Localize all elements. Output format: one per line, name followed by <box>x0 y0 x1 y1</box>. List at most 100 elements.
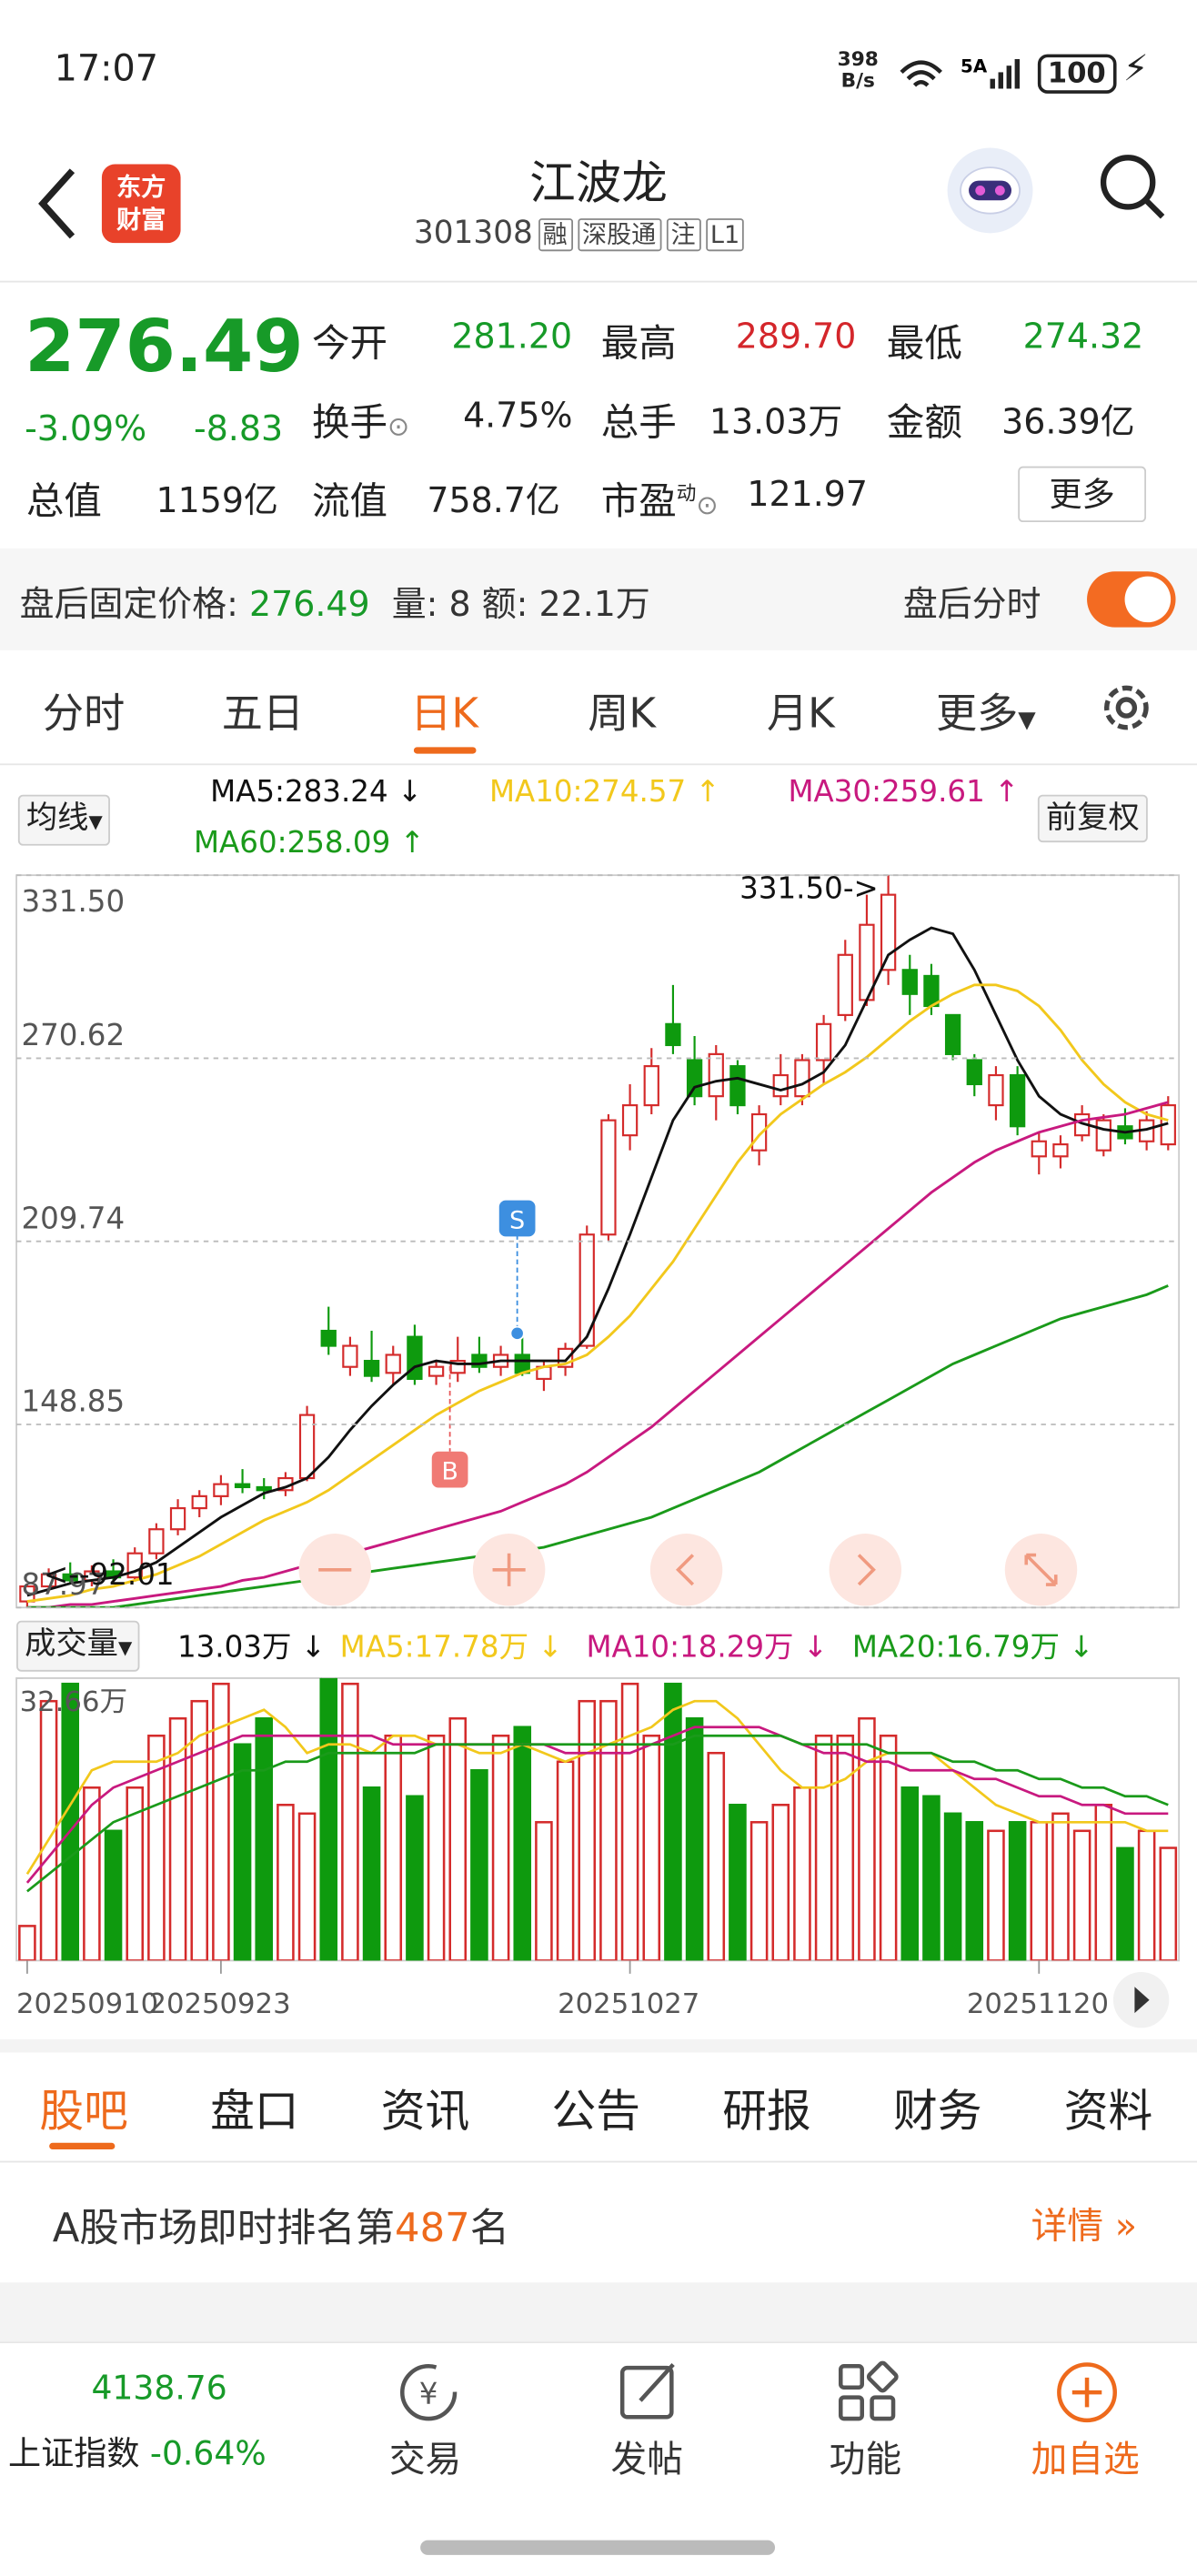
adjust-button[interactable]: 前复权 <box>1037 794 1148 843</box>
legend-entry: MA30:259.61 ↑ <box>788 775 1020 810</box>
back-button[interactable] <box>29 165 85 244</box>
candle-body <box>213 1483 229 1497</box>
ah-label: 盘后固定价格: <box>19 584 238 624</box>
divider <box>0 2282 1197 2342</box>
add-icon[interactable] <box>1052 2358 1122 2427</box>
volume-button-text: 成交量 <box>25 1625 119 1662</box>
candle-body <box>578 1233 595 1347</box>
candle-body <box>256 1485 272 1492</box>
svg-text:S: S <box>509 1206 525 1234</box>
sub-tab[interactable]: 盘口 <box>210 2087 299 2138</box>
field-value: 758.7亿 <box>427 480 560 521</box>
ah-vol-label: 量: <box>391 584 438 624</box>
volume-frame <box>15 1677 1181 1962</box>
after-hours-info: 盘后固定价格: 276.49 量: 8 额: 22.1万 <box>20 578 650 627</box>
sub-tab-active[interactable]: 股吧 <box>39 2087 128 2138</box>
volume-bar <box>513 1726 532 1961</box>
tag: 注 <box>666 218 701 252</box>
ah-toggle-label: 盘后分时 <box>902 584 1041 624</box>
action-label[interactable]: 交易 <box>388 2440 462 2481</box>
volume-bar <box>61 1682 80 1961</box>
field-label: 最低 <box>886 323 962 367</box>
period-tab[interactable]: 周K <box>588 689 657 738</box>
period-tab[interactable]: 更多▼ <box>935 689 1036 738</box>
volume-button[interactable]: 成交量▼ <box>16 1620 141 1672</box>
legend-entry: MA10:274.57 ↑ <box>488 775 720 810</box>
legend-entry: 13.03万 ↓ <box>176 1630 327 1665</box>
volume-ma-line <box>25 1699 1169 1876</box>
volume-bar <box>620 1682 639 1961</box>
kline-chart: S B 331.50 270.62 209.74 148.85 87.97 2025091… <box>15 870 1181 2028</box>
action-label[interactable]: 功能 <box>829 2440 902 2481</box>
action-label[interactable]: 加自选 <box>1031 2440 1140 2481</box>
app-logo[interactable]: 东方 财富 <box>101 164 181 244</box>
info-icon[interactable]: ⊙ <box>387 410 410 442</box>
volume-bar <box>104 1829 123 1961</box>
function-icon[interactable] <box>832 2358 901 2427</box>
sub-tab[interactable]: 财务 <box>893 2087 982 2138</box>
legend-entry: MA10:18.29万 ↓ <box>586 1630 829 1665</box>
svg-text:¥: ¥ <box>419 2377 438 2411</box>
more-button[interactable]: 更多 <box>1018 466 1147 523</box>
sub-tab[interactable]: 资讯 <box>380 2087 470 2138</box>
post-icon[interactable] <box>614 2358 683 2427</box>
volume-bar <box>535 1821 553 1961</box>
index-change: -0.64% <box>149 2433 267 2473</box>
x-tick-label: 20251027 <box>558 1988 699 2020</box>
volume-bar <box>83 1786 101 1961</box>
search-button[interactable] <box>1097 151 1169 223</box>
field-label: 金额 <box>886 402 962 446</box>
candle-body <box>191 1494 207 1510</box>
sub-tab[interactable]: 资料 <box>1063 2087 1153 2138</box>
volume-bar <box>427 1734 446 1961</box>
volume-bar <box>858 1716 876 1961</box>
volume-bar <box>922 1795 940 1961</box>
chart-controls[interactable] <box>298 1534 1078 1606</box>
status-time: 17:07 <box>54 49 159 91</box>
sub-tab[interactable]: 公告 <box>551 2087 641 2138</box>
sub-tab[interactable]: 研报 <box>722 2087 811 2138</box>
last-price: 276.49 <box>25 305 304 389</box>
volume-bar <box>448 1716 468 1961</box>
settings-button[interactable] <box>1095 677 1158 740</box>
field-label: 最高 <box>600 323 677 367</box>
home-indicator <box>420 2540 776 2555</box>
volume-ma-line <box>25 1726 1169 1884</box>
ah-toggle[interactable] <box>1087 571 1176 628</box>
action-label[interactable]: 发帖 <box>610 2440 683 2481</box>
period-tab[interactable]: 五日 <box>221 689 304 738</box>
candle-body <box>729 1065 746 1107</box>
trade-icon[interactable]: ¥ <box>394 2358 463 2427</box>
info-icon[interactable]: ⊙ <box>696 488 719 521</box>
field-label: 总值 <box>25 480 102 524</box>
rank-text: A股市场即时排名第487名 <box>53 2196 509 2253</box>
index-value[interactable]: 4138.76 <box>91 2368 227 2408</box>
volume-bar <box>987 1829 1005 1961</box>
field-label-text: 市盈 <box>600 480 677 524</box>
volume-bar <box>1137 1829 1156 1961</box>
ma-line <box>26 983 1169 1604</box>
period-tab[interactable]: 月K <box>767 689 835 738</box>
period-tab-active[interactable]: 日K <box>410 689 479 738</box>
volume-bar <box>599 1699 618 1961</box>
after-hours-bar <box>0 548 1197 650</box>
volume-bar <box>212 1682 230 1961</box>
volume-bar <box>18 1925 36 1961</box>
volume-bar <box>664 1682 682 1961</box>
volume-bar <box>965 1821 984 1961</box>
volume-bar <box>749 1821 769 1961</box>
assistant-avatar[interactable] <box>944 145 1036 236</box>
ma-line <box>26 1284 1169 1608</box>
ma-button[interactable]: 均线▼ <box>17 794 111 846</box>
candle-body <box>1052 1142 1069 1158</box>
svg-text:B: B <box>441 1457 458 1485</box>
volume-bar <box>1008 1821 1027 1961</box>
index-line[interactable]: 上证指数 -0.64% <box>8 2427 267 2474</box>
tab-underline <box>49 2142 116 2150</box>
volume-bar <box>879 1734 898 1961</box>
period-tab[interactable]: 分时 <box>42 689 126 738</box>
max-annotation: 331.50-> <box>739 870 879 905</box>
rank-detail[interactable]: 详情 » <box>1031 2207 1138 2249</box>
field-label: 今开 <box>311 323 388 367</box>
volume-bar <box>642 1734 661 1961</box>
